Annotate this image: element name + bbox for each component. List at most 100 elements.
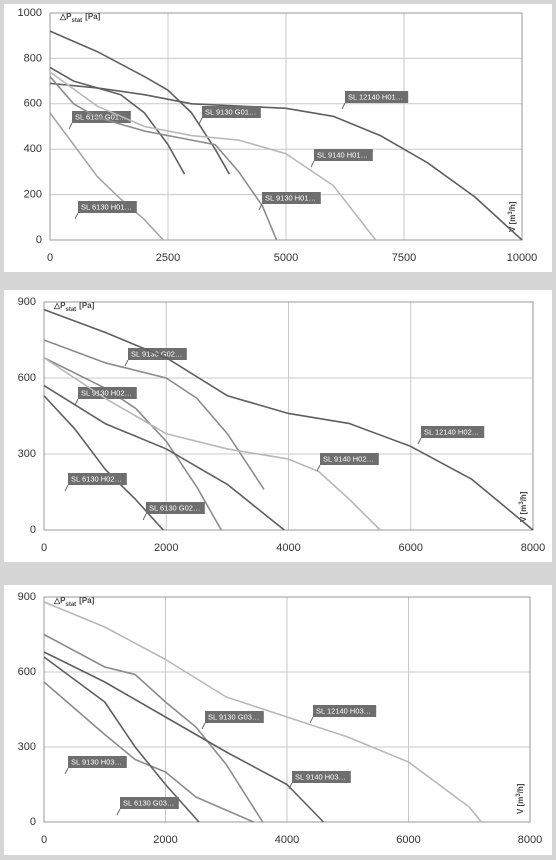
y-tick-label: 200 xyxy=(24,189,42,201)
series-label: SL 9140 H02… xyxy=(323,454,374,463)
y-axis-label-part: stat xyxy=(66,307,77,313)
plot-border xyxy=(43,596,531,823)
y-axis-label: △Pstat [Pa] xyxy=(53,301,95,312)
label-box xyxy=(421,426,485,438)
label-box xyxy=(314,149,373,161)
curve xyxy=(49,66,186,175)
series-label: SL 9130 H03… xyxy=(71,757,122,766)
curve xyxy=(43,339,265,490)
x-tick-label: 8000 xyxy=(518,834,542,846)
y-tick-label: 600 xyxy=(18,666,36,678)
y-axis-label-part: [Pa] xyxy=(85,12,100,21)
y-axis-label-part: △P xyxy=(59,12,72,21)
y-axis-label-part: △P xyxy=(53,301,66,310)
label-box xyxy=(320,453,379,465)
y-tick-label: 0 xyxy=(30,524,36,536)
y-tick-label: 300 xyxy=(18,448,36,460)
label-box xyxy=(313,705,377,717)
panel xyxy=(4,585,552,855)
series-label: SL 12140 H02… xyxy=(424,427,479,436)
series-label: SL 6130 G03… xyxy=(123,798,174,807)
x-axis-label-part: V [m xyxy=(516,797,525,814)
x-axis-label-part: /h] xyxy=(508,201,517,211)
x-tick-label: 6000 xyxy=(396,834,420,846)
x-tick-label: 4000 xyxy=(276,542,300,554)
x-tick-label: 0 xyxy=(47,252,53,264)
curve xyxy=(43,651,325,823)
x-tick-label: 2500 xyxy=(156,252,180,264)
label-leader xyxy=(341,102,346,110)
curve xyxy=(49,30,231,175)
series-label: SL 9130 H01… xyxy=(265,193,316,202)
y-axis-label: △Pstat [Pa] xyxy=(59,12,101,23)
y-tick-label: 600 xyxy=(18,372,36,384)
label-leader xyxy=(288,782,293,790)
x-axis-label-part: /h] xyxy=(516,783,525,793)
x-tick-label: 4000 xyxy=(275,834,299,846)
y-tick-label: 900 xyxy=(18,591,36,603)
label-leader xyxy=(68,122,73,130)
series-label: SL 12140 H03… xyxy=(316,706,371,715)
series-label: SL 6130 H01… xyxy=(81,202,132,211)
curve xyxy=(49,82,523,241)
x-axis-label-part: 3 xyxy=(516,793,522,797)
label-box xyxy=(68,756,127,768)
plot-border xyxy=(43,301,534,531)
y-tick-label: 1000 xyxy=(18,7,42,19)
series-label: SL 9140 H03… xyxy=(295,772,346,781)
x-tick-label: 6000 xyxy=(399,542,423,554)
y-tick-label: 300 xyxy=(18,741,36,753)
y-axis-label-part: [Pa] xyxy=(79,596,94,605)
y-tick-label: 600 xyxy=(24,98,42,110)
y-axis-label: △Pstat [Pa] xyxy=(53,596,95,607)
y-tick-label: 0 xyxy=(30,816,36,828)
label-box xyxy=(345,91,409,103)
series-label: SL 9130 H02… xyxy=(81,388,132,397)
y-axis-label-part: [Pa] xyxy=(79,301,94,310)
series-label: SL 9130 G01… xyxy=(205,107,256,116)
x-axis-label: V [m3/h] xyxy=(519,491,529,522)
label-leader xyxy=(201,722,206,730)
series-label: SL 6130 G02… xyxy=(149,503,200,512)
x-tick-label: 5000 xyxy=(274,252,298,264)
label-leader xyxy=(74,212,79,220)
x-axis-label: V [m3/h] xyxy=(508,201,518,232)
y-tick-label: 400 xyxy=(24,143,42,155)
label-leader xyxy=(198,117,203,125)
label-box xyxy=(202,106,261,118)
label-leader xyxy=(74,398,79,406)
label-leader xyxy=(309,716,314,724)
y-axis-label-part: stat xyxy=(66,602,77,608)
y-axis-label-part: stat xyxy=(72,18,83,24)
y-axis-label-part: △P xyxy=(53,596,66,605)
x-axis-label-part: /h] xyxy=(519,491,528,501)
label-leader xyxy=(310,160,315,168)
x-axis-label-part: V [m xyxy=(519,505,528,522)
y-tick-label: 800 xyxy=(24,52,42,64)
label-leader xyxy=(316,464,321,472)
label-box xyxy=(68,473,127,485)
curve xyxy=(49,112,164,241)
label-leader xyxy=(417,437,422,445)
curve xyxy=(43,357,381,531)
y-tick-label: 900 xyxy=(18,296,36,308)
curve xyxy=(43,601,483,823)
x-axis-label: V [m3/h] xyxy=(516,783,526,814)
label-box xyxy=(262,192,321,204)
panel xyxy=(4,4,552,272)
curve xyxy=(49,71,377,241)
label-box xyxy=(146,502,205,514)
series-label: SL 9130 G03… xyxy=(208,712,259,721)
label-leader xyxy=(64,767,69,775)
x-tick-label: 8000 xyxy=(521,542,545,554)
x-tick-label: 10000 xyxy=(507,252,538,264)
curve xyxy=(43,308,534,531)
x-tick-label: 0 xyxy=(41,542,47,554)
x-axis-label-part: 3 xyxy=(519,501,525,505)
label-leader xyxy=(64,484,69,492)
label-leader xyxy=(142,513,147,521)
series-label: SL 6130 H02… xyxy=(71,474,122,483)
curve xyxy=(43,633,264,823)
y-tick-label: 0 xyxy=(36,234,42,246)
